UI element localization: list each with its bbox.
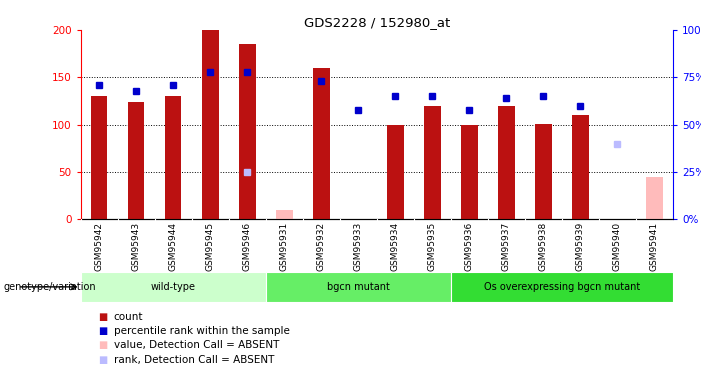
Bar [498,106,515,219]
Text: GSM95943: GSM95943 [132,222,141,271]
Text: genotype/variation: genotype/variation [4,282,96,292]
Text: GSM95937: GSM95937 [502,222,511,271]
Bar [387,124,404,219]
Bar [165,96,182,219]
Bar [266,272,451,302]
Text: wild-type: wild-type [151,282,196,292]
Text: GSM95942: GSM95942 [95,222,104,271]
Text: GSM95944: GSM95944 [169,222,177,271]
Bar [572,115,589,219]
Bar [81,272,266,302]
Text: GSM95941: GSM95941 [650,222,659,271]
Text: ■: ■ [98,312,107,322]
Text: GSM95938: GSM95938 [539,222,548,271]
Text: GSM95931: GSM95931 [280,222,289,271]
Bar [128,102,144,219]
Text: GSM95936: GSM95936 [465,222,474,271]
Bar [91,96,107,219]
Bar [239,44,256,219]
Title: GDS2228 / 152980_at: GDS2228 / 152980_at [304,16,450,29]
Bar [451,272,673,302]
Bar [202,30,219,219]
Text: rank, Detection Call = ABSENT: rank, Detection Call = ABSENT [114,355,274,364]
Text: GSM95933: GSM95933 [354,222,363,271]
Bar [276,210,292,219]
Text: value, Detection Call = ABSENT: value, Detection Call = ABSENT [114,340,279,350]
Bar [535,124,552,219]
Text: GSM95940: GSM95940 [613,222,622,271]
Text: GSM95939: GSM95939 [576,222,585,271]
Text: GSM95932: GSM95932 [317,222,326,271]
Text: GSM95945: GSM95945 [205,222,215,271]
Bar [646,177,662,219]
Text: ■: ■ [98,340,107,350]
Text: bgcn mutant: bgcn mutant [327,282,390,292]
Text: count: count [114,312,143,322]
Text: GSM95934: GSM95934 [390,222,400,271]
Text: percentile rank within the sample: percentile rank within the sample [114,326,290,336]
Text: GSM95946: GSM95946 [243,222,252,271]
Text: ■: ■ [98,326,107,336]
Bar [461,124,477,219]
Text: ■: ■ [98,355,107,364]
Text: Os overexpressing bgcn mutant: Os overexpressing bgcn mutant [484,282,640,292]
Text: GSM95935: GSM95935 [428,222,437,271]
Bar [313,68,329,219]
Bar [424,106,441,219]
